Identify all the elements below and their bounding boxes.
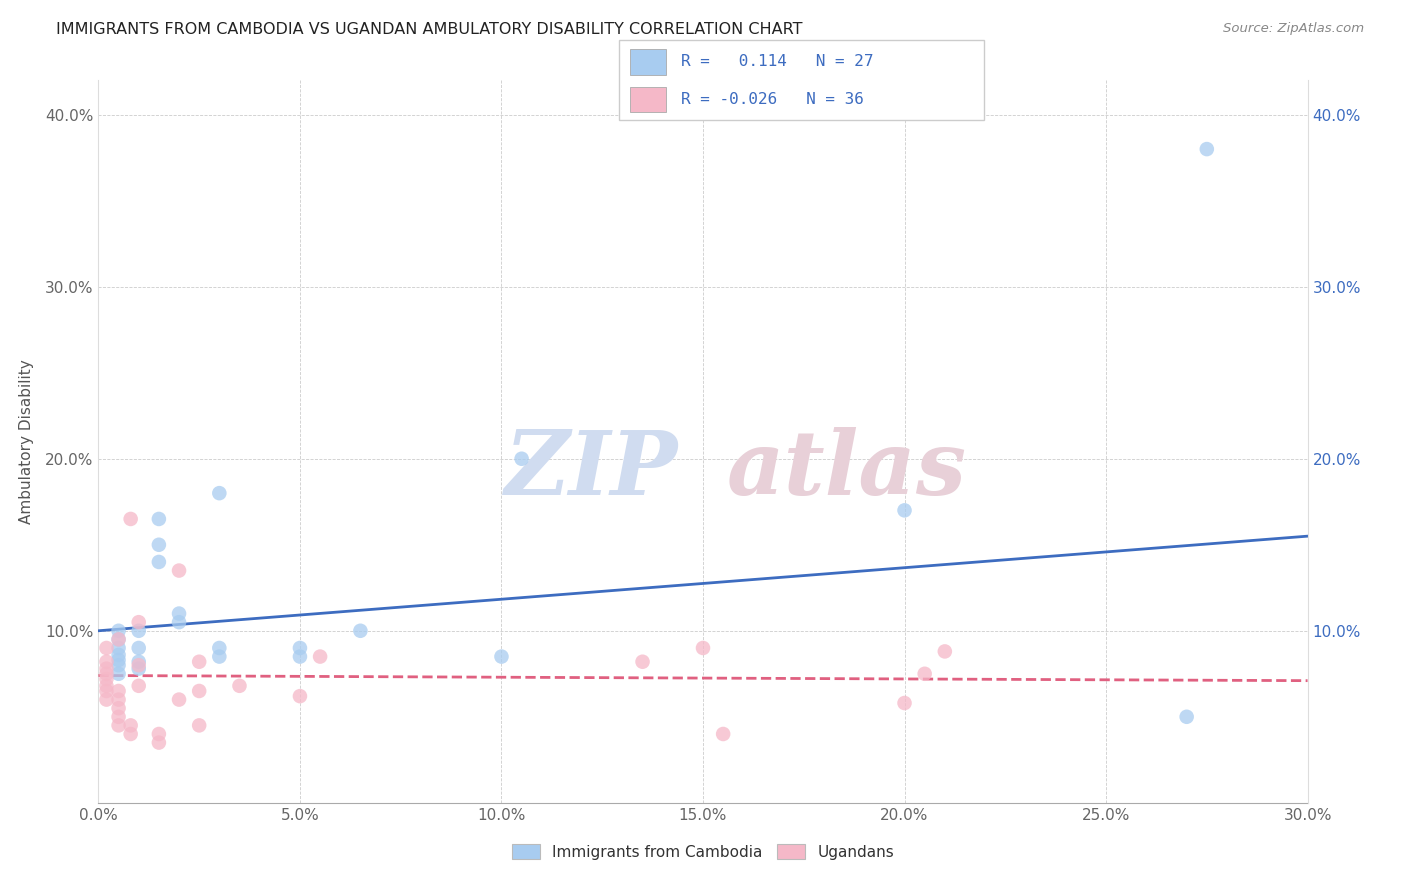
Point <box>96 655 118 669</box>
Point <box>167 615 190 630</box>
Point <box>107 684 129 698</box>
Point <box>120 727 142 741</box>
Point <box>96 672 118 686</box>
Text: atlas: atlas <box>727 427 967 514</box>
Point <box>120 512 142 526</box>
Point <box>128 662 150 676</box>
Point <box>107 624 129 638</box>
Point <box>631 655 654 669</box>
Point <box>510 451 533 466</box>
Point <box>148 512 170 526</box>
Point <box>107 632 129 647</box>
Point <box>148 735 170 749</box>
Point <box>96 679 118 693</box>
Point <box>128 640 150 655</box>
Point <box>188 655 211 669</box>
Bar <box>630 87 666 112</box>
Point <box>228 679 250 693</box>
Point <box>107 666 129 681</box>
Point <box>349 624 371 638</box>
Point <box>167 692 190 706</box>
Point <box>107 658 129 673</box>
Point <box>96 666 118 681</box>
Point <box>208 486 231 500</box>
Point <box>107 640 129 655</box>
Point <box>167 607 190 621</box>
Text: IMMIGRANTS FROM CAMBODIA VS UGANDAN AMBULATORY DISABILITY CORRELATION CHART: IMMIGRANTS FROM CAMBODIA VS UGANDAN AMBU… <box>56 22 803 37</box>
Point <box>128 615 150 630</box>
Point <box>208 649 231 664</box>
Point <box>711 727 734 741</box>
Point <box>893 696 915 710</box>
Point <box>188 684 211 698</box>
Y-axis label: Ambulatory Disability: Ambulatory Disability <box>18 359 34 524</box>
Point <box>107 653 129 667</box>
Point <box>107 648 129 662</box>
Point <box>128 658 150 673</box>
FancyBboxPatch shape <box>619 40 984 120</box>
Bar <box>630 49 666 75</box>
Text: Source: ZipAtlas.com: Source: ZipAtlas.com <box>1223 22 1364 36</box>
Point <box>1175 710 1198 724</box>
Point <box>96 692 118 706</box>
Point <box>107 632 129 647</box>
Point <box>893 503 915 517</box>
Point <box>107 718 129 732</box>
Point <box>288 640 311 655</box>
Point <box>491 649 513 664</box>
Point <box>288 689 311 703</box>
Point <box>148 727 170 741</box>
Point <box>188 718 211 732</box>
Point <box>208 640 231 655</box>
Point <box>107 692 129 706</box>
Point <box>914 666 936 681</box>
Point <box>107 701 129 715</box>
Text: R = -0.026   N = 36: R = -0.026 N = 36 <box>681 92 863 107</box>
Point <box>96 684 118 698</box>
Text: ZIP: ZIP <box>505 427 679 514</box>
Point <box>148 538 170 552</box>
Point <box>934 644 956 658</box>
Point <box>96 640 118 655</box>
Point <box>96 662 118 676</box>
Point <box>107 710 129 724</box>
Point <box>1195 142 1218 156</box>
Point <box>120 718 142 732</box>
Text: R =   0.114   N = 27: R = 0.114 N = 27 <box>681 54 873 70</box>
Legend: Immigrants from Cambodia, Ugandans: Immigrants from Cambodia, Ugandans <box>505 836 901 867</box>
Point <box>128 624 150 638</box>
Point <box>148 555 170 569</box>
Point <box>288 649 311 664</box>
Point <box>128 655 150 669</box>
Point <box>309 649 332 664</box>
Point <box>167 564 190 578</box>
Point <box>692 640 714 655</box>
Point <box>128 679 150 693</box>
